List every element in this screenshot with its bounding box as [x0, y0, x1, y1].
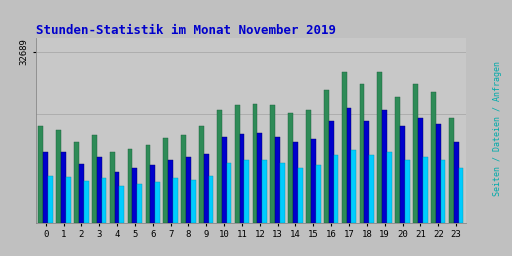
Bar: [234, 105, 240, 223]
Bar: [186, 157, 191, 223]
Bar: [168, 160, 173, 223]
Bar: [298, 168, 303, 223]
Bar: [351, 150, 356, 223]
Bar: [84, 181, 89, 223]
Bar: [377, 72, 382, 223]
Bar: [454, 142, 459, 223]
Bar: [217, 111, 222, 223]
Bar: [395, 98, 400, 223]
Bar: [137, 184, 142, 223]
Bar: [127, 148, 133, 223]
Bar: [387, 152, 392, 223]
Bar: [329, 121, 334, 223]
Bar: [43, 152, 48, 223]
Bar: [145, 145, 151, 223]
Bar: [413, 84, 418, 223]
Bar: [222, 136, 226, 223]
Bar: [66, 177, 71, 223]
Bar: [252, 104, 258, 223]
Bar: [38, 126, 43, 223]
Bar: [155, 182, 160, 223]
Bar: [334, 155, 338, 223]
Bar: [449, 118, 454, 223]
Bar: [48, 176, 53, 223]
Bar: [101, 178, 106, 223]
Bar: [400, 126, 405, 223]
Bar: [226, 163, 231, 223]
Text: Stunden-Statistik im Monat November 2019: Stunden-Statistik im Monat November 2019: [36, 24, 336, 37]
Bar: [275, 136, 280, 223]
Bar: [311, 139, 316, 223]
Bar: [97, 157, 101, 223]
Bar: [431, 92, 436, 223]
Bar: [119, 186, 124, 223]
Bar: [56, 130, 61, 223]
Bar: [441, 160, 445, 223]
Text: Seiten / Dateien / Anfragen: Seiten / Dateien / Anfragen: [493, 60, 502, 196]
Bar: [262, 160, 267, 223]
Bar: [240, 134, 244, 223]
Bar: [133, 168, 137, 223]
Bar: [199, 126, 204, 223]
Bar: [92, 135, 97, 223]
Bar: [342, 72, 347, 223]
Bar: [204, 154, 209, 223]
Bar: [244, 160, 249, 223]
Bar: [316, 165, 321, 223]
Bar: [163, 138, 168, 223]
Bar: [288, 113, 293, 223]
Bar: [270, 105, 275, 223]
Bar: [347, 108, 351, 223]
Bar: [459, 168, 463, 223]
Bar: [79, 164, 84, 223]
Bar: [258, 133, 262, 223]
Bar: [151, 165, 155, 223]
Bar: [280, 163, 285, 223]
Bar: [418, 118, 423, 223]
Bar: [359, 84, 365, 223]
Bar: [181, 135, 186, 223]
Bar: [61, 152, 66, 223]
Bar: [306, 111, 311, 223]
Bar: [110, 152, 115, 223]
Bar: [365, 121, 369, 223]
Bar: [369, 155, 374, 223]
Bar: [115, 172, 119, 223]
Bar: [191, 180, 196, 223]
Bar: [405, 160, 410, 223]
Bar: [293, 142, 298, 223]
Bar: [382, 111, 387, 223]
Bar: [173, 178, 178, 223]
Bar: [324, 90, 329, 223]
Bar: [209, 176, 214, 223]
Bar: [436, 124, 441, 223]
Bar: [74, 142, 79, 223]
Bar: [423, 157, 428, 223]
